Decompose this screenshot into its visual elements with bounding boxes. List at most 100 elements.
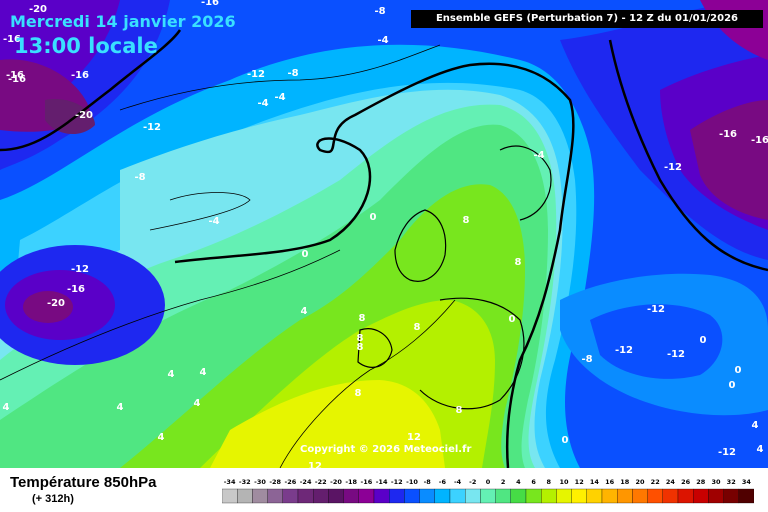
- isotherm-label: -20: [47, 298, 65, 309]
- legend-tick-label: 16: [605, 478, 615, 486]
- isotherm-label: -12: [664, 162, 682, 173]
- legend-tick-label: -16: [361, 478, 373, 486]
- legend-tick-label: -22: [315, 478, 327, 486]
- legend-tick-label: -10: [406, 478, 418, 486]
- isotherm-label: 8: [463, 215, 470, 226]
- cold-core-southeast: [590, 304, 723, 379]
- legend-color-swatch: [647, 488, 663, 504]
- isotherm-label: 8: [456, 405, 463, 416]
- isotherm-label: 12: [407, 432, 421, 443]
- legend-color-swatch: [601, 488, 618, 504]
- isotherm-label: 4: [168, 369, 175, 380]
- isotherm-zero: [174, 62, 575, 468]
- ural-core: [690, 100, 768, 220]
- isotherm-minus12-northeast: [608, 39, 768, 272]
- isotherm-label: -12: [143, 122, 161, 133]
- legend-color-swatch: [525, 488, 542, 504]
- isotherm-label: 4: [117, 402, 124, 413]
- isotherm-label: 4: [158, 432, 165, 443]
- isotherm-label: 4: [200, 367, 207, 378]
- legend-tick-label: -14: [376, 478, 388, 486]
- legend-tick-label: 26: [681, 478, 691, 486]
- legend-tick-label: 6: [531, 478, 536, 486]
- legend-tick-label: -26: [285, 478, 297, 486]
- isotherm-label: 0: [509, 314, 516, 325]
- isotherm-label: 8: [515, 257, 522, 268]
- legend-tick-label: -28: [269, 478, 281, 486]
- isotherm-label: -4: [377, 35, 388, 46]
- isotherm-label: 8: [357, 342, 364, 353]
- legend-color-swatch: [237, 488, 253, 504]
- isotherm-label: -16: [71, 70, 89, 81]
- legend-color-swatch: [586, 488, 603, 504]
- legend-tick-label: -2: [469, 478, 476, 486]
- copyright-notice: Copyright © 2026 Meteociel.fr: [300, 444, 472, 455]
- legend-color-swatch: [222, 488, 238, 504]
- legend-color-swatch: [328, 488, 344, 504]
- isotherm-label: -8: [581, 354, 592, 365]
- legend-color-swatch: [662, 488, 679, 504]
- isotherm-label: 8: [359, 313, 366, 324]
- legend-color-swatch: [282, 488, 299, 504]
- legend-tick-label: 22: [651, 478, 660, 486]
- isotherm-labels: -20-16-8-16-16-16-20-12-12 -8-4-4-4-8-4 00…: [3, 0, 768, 468]
- isotherm-label: -8: [134, 172, 145, 183]
- isotherm-minus4-atlantic: [149, 192, 251, 231]
- isotherm-label: -12: [718, 447, 736, 458]
- isotherm-label: -16: [6, 70, 24, 81]
- isotherm-label: -16: [719, 129, 737, 140]
- legend-tick-label: -24: [300, 478, 312, 486]
- color-legend: -34 -32 -30 -28 -26 -24 -22 -20 -18 -16 -14 -12 -10-…: [222, 478, 754, 504]
- lead-time: (+ 312h): [32, 493, 74, 505]
- legend-tick-label: -20: [330, 478, 342, 486]
- temperature-map: -20-16-8-16-16-16-20-12-12 -8-4-4-4-8-4 00…: [0, 0, 768, 468]
- legend-color-swatch: [267, 488, 283, 504]
- isotherm-label: -20: [75, 110, 93, 121]
- isotherm-label: -4: [274, 92, 285, 103]
- legend-tick-label: 14: [590, 478, 600, 486]
- legend-color-swatch: [541, 488, 557, 504]
- isotherm-label: -4: [257, 98, 268, 109]
- legend-tick-label: -6: [439, 478, 447, 486]
- legend-tick-label: 4: [516, 478, 521, 486]
- isotherm-label: 0: [302, 249, 309, 260]
- isotherm-label: 12: [308, 461, 322, 468]
- isotherm-label: -16: [8, 74, 26, 85]
- isotherm-plus8: [279, 299, 456, 468]
- legend-tick-label: -8: [424, 478, 432, 486]
- legend-tick-label: 2: [501, 478, 506, 486]
- variable-name: Température 850hPa: [10, 474, 157, 491]
- legend-color-swatch: [556, 488, 572, 504]
- legend-tick-label: 8: [547, 478, 552, 486]
- isotherm-label: 0: [735, 365, 742, 376]
- isotherm-label: 4: [3, 402, 10, 413]
- legend-color-swatch: [738, 488, 754, 504]
- isotherm-label: 8: [414, 322, 421, 333]
- legend-color-swatch: [632, 488, 648, 504]
- legend-tick-label: -18: [345, 478, 357, 486]
- legend-color-swatch: [617, 488, 633, 504]
- thick-isotherms: [0, 29, 768, 468]
- iberia-outline: [357, 328, 393, 368]
- isotherm-plus4-west: [0, 249, 341, 381]
- legend-color-swatch: [358, 488, 375, 504]
- legend-tick-label: 28: [696, 478, 706, 486]
- isotherm-minus4-north: [119, 44, 441, 111]
- legend-color-swatch: [343, 488, 359, 504]
- legend-tick-label: 34: [742, 478, 752, 486]
- legend-color-swatch: [404, 488, 420, 504]
- isotherm-label: 0: [562, 435, 569, 446]
- isotherm-minus12-northwest: [0, 29, 182, 152]
- isotherm-label: -12: [647, 304, 665, 315]
- isotherm-label: -4: [208, 216, 219, 227]
- twelve-degree-zone: [210, 380, 445, 468]
- legend-tick-label: 10: [559, 478, 569, 486]
- greenland-center: [45, 99, 95, 135]
- legend-color-swatch: [677, 488, 694, 504]
- isotherm-label: 4: [194, 398, 201, 409]
- legend-tick-label: 0: [486, 478, 491, 486]
- legend-color-swatch: [373, 488, 390, 504]
- forecast-date: Mercredi 14 janvier 2026: [10, 12, 236, 31]
- isotherm-label: -8: [287, 68, 298, 79]
- coastlines: [357, 145, 552, 410]
